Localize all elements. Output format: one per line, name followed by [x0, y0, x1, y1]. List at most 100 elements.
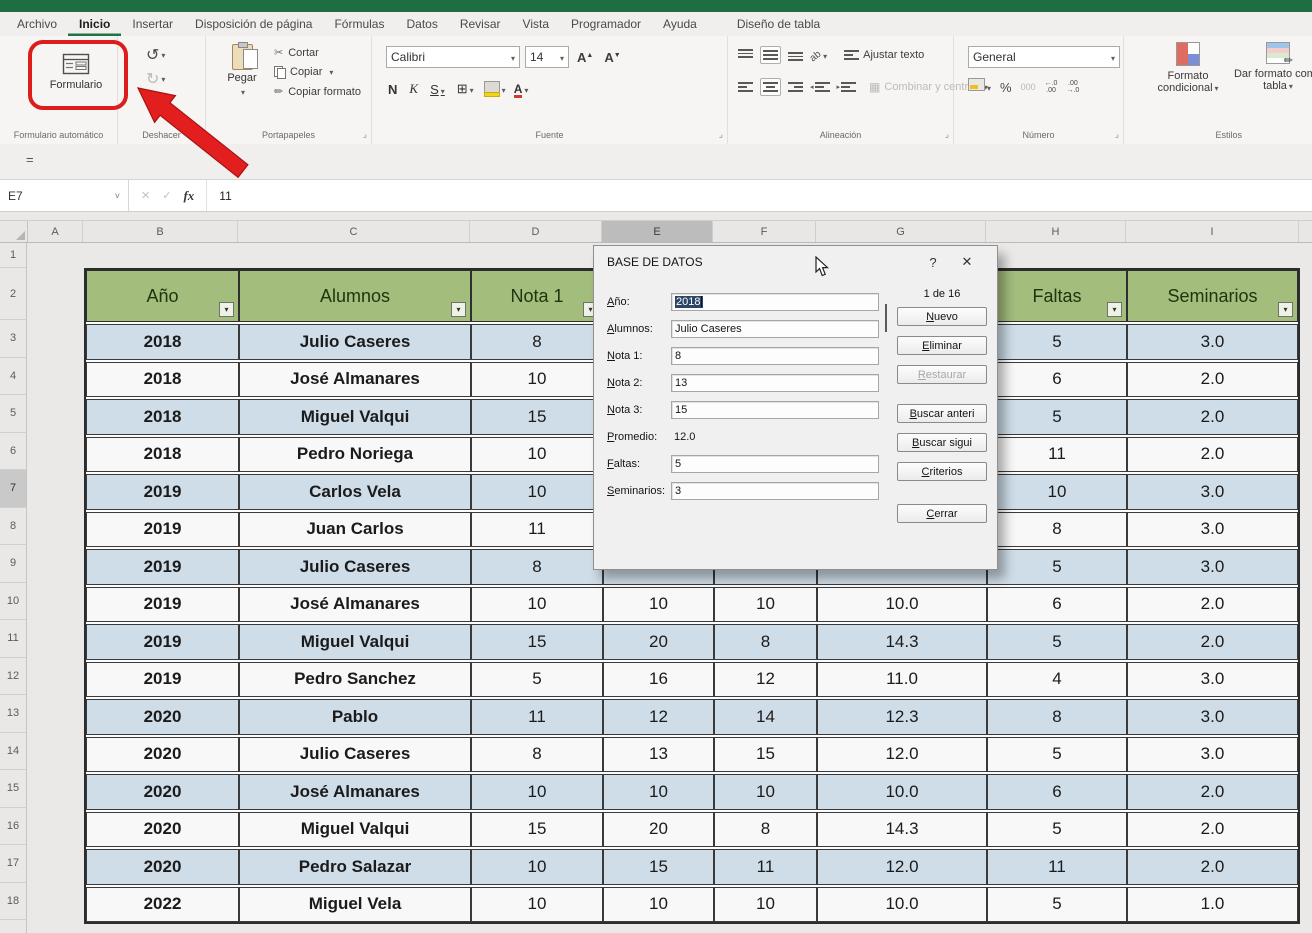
field-input[interactable]: 8 — [671, 346, 879, 365]
percent-style-button[interactable]: % — [1000, 79, 1012, 95]
field-input[interactable]: 15 — [671, 400, 879, 419]
cell-faltas[interactable]: 5 — [987, 549, 1127, 585]
cell-faltas[interactable]: 5 — [987, 736, 1127, 772]
ribbon-tab[interactable]: Insertar — [132, 17, 174, 31]
paste-dropdown[interactable] — [239, 86, 245, 98]
bold-button[interactable]: N — [388, 81, 398, 97]
column-header[interactable]: D — [470, 221, 602, 242]
copy-button[interactable]: Copiar — [274, 66, 361, 79]
cell-anio[interactable]: 2020 — [86, 811, 239, 847]
cell-nota1[interactable]: 15 — [471, 399, 603, 435]
filter-dropdown-icon[interactable] — [219, 302, 234, 317]
cell-anio[interactable]: 2020 — [86, 849, 239, 885]
field-input[interactable]: 5 — [671, 454, 879, 473]
cell-seminarios[interactable]: 2.0 — [1127, 624, 1298, 660]
filter-dropdown-icon[interactable] — [1278, 302, 1293, 317]
format-as-table-button[interactable]: Dar formato como tabla — [1232, 42, 1312, 93]
table-header-cell[interactable]: Seminarios — [1127, 270, 1298, 322]
comma-style-button[interactable]: 000 — [1020, 82, 1036, 92]
cell-faltas[interactable]: 5 — [987, 886, 1127, 922]
column-header[interactable]: A — [28, 221, 83, 242]
ribbon-tab[interactable]: Revisar — [459, 17, 501, 31]
dialog-button[interactable]: Criterios — [897, 462, 987, 481]
row-header[interactable]: 13 — [0, 695, 27, 733]
wrap-text-button[interactable]: Ajustar texto — [844, 49, 924, 61]
cell-alumno[interactable]: Pedro Salazar — [239, 849, 471, 885]
column-header[interactable]: H — [986, 221, 1126, 242]
number-format-combo[interactable]: General — [968, 46, 1120, 68]
font-name-combo[interactable]: Calibri — [386, 46, 520, 68]
cell-seminarios[interactable]: 3.0 — [1127, 549, 1298, 585]
cell-nota1[interactable]: 8 — [471, 549, 603, 585]
cell-anio[interactable]: 2022 — [86, 886, 239, 922]
conditional-formatting-button[interactable]: Formato condicional — [1142, 42, 1234, 95]
cell-anio[interactable]: 2019 — [86, 474, 239, 510]
align-middle-button[interactable] — [760, 46, 781, 64]
ribbon-tab[interactable]: Programador — [571, 17, 642, 31]
column-header[interactable]: E — [602, 221, 713, 242]
ribbon-tab[interactable]: Fórmulas — [334, 17, 385, 31]
cell-promedio[interactable]: 12.3 — [817, 699, 987, 735]
row-header[interactable]: 9 — [0, 545, 27, 583]
name-box-chevron-icon[interactable]: ˅ — [114, 190, 120, 201]
cell-anio[interactable]: 2019 — [86, 549, 239, 585]
cell-nota1[interactable]: 15 — [471, 624, 603, 660]
cell-seminarios[interactable]: 2.0 — [1127, 436, 1298, 472]
accounting-format-button[interactable] — [968, 78, 991, 96]
grow-font-button[interactable]: A▲ — [577, 49, 594, 65]
cell-faltas[interactable]: 4 — [987, 661, 1127, 697]
cell-nota3[interactable]: 11 — [714, 849, 817, 885]
cell-anio[interactable]: 2019 — [86, 586, 239, 622]
cell-nota3[interactable]: 15 — [714, 736, 817, 772]
cell-faltas[interactable]: 5 — [987, 399, 1127, 435]
cell-faltas[interactable]: 6 — [987, 774, 1127, 810]
cell-alumno[interactable]: Miguel Vela — [239, 886, 471, 922]
select-all-corner[interactable] — [0, 221, 28, 242]
column-header[interactable]: I — [1126, 221, 1299, 242]
ribbon-tab[interactable]: Inicio — [68, 12, 121, 36]
undo-button[interactable]: ↺ — [146, 48, 165, 64]
cell-promedio[interactable]: 12.0 — [817, 849, 987, 885]
row-header[interactable]: 3 — [0, 320, 27, 358]
row-header[interactable]: 14 — [0, 732, 27, 770]
row-header[interactable]: 8 — [0, 507, 27, 545]
field-input[interactable]: 12.0 — [674, 430, 696, 443]
insert-function-icon[interactable]: fx — [183, 187, 195, 203]
field-input[interactable]: 2018 — [671, 292, 879, 311]
cell-anio[interactable]: 2019 — [86, 624, 239, 660]
cell-seminarios[interactable]: 2.0 — [1127, 849, 1298, 885]
cell-faltas[interactable]: 11 — [987, 436, 1127, 472]
cell-alumno[interactable]: Carlos Vela — [239, 474, 471, 510]
field-input[interactable]: 13 — [671, 373, 879, 392]
cell-anio[interactable]: 2019 — [86, 511, 239, 547]
formulario-button[interactable]: Formulario — [34, 44, 118, 100]
cell-nota3[interactable]: 10 — [714, 586, 817, 622]
cell-nota1[interactable]: 10 — [471, 849, 603, 885]
cell-nota2[interactable]: 12 — [603, 699, 714, 735]
row-header[interactable]: 11 — [0, 620, 27, 658]
align-center-button[interactable] — [760, 78, 781, 96]
dialog-button[interactable]: Cerrar — [897, 504, 987, 523]
row-header[interactable]: 2 — [0, 268, 27, 320]
shrink-font-button[interactable]: A▼ — [604, 49, 621, 65]
cell-nota1[interactable]: 11 — [471, 699, 603, 735]
cell-seminarios[interactable]: 2.0 — [1127, 361, 1298, 397]
cell-nota2[interactable]: 16 — [603, 661, 714, 697]
row-header[interactable]: 5 — [0, 395, 27, 433]
cell-nota1[interactable]: 11 — [471, 511, 603, 547]
cell-nota3[interactable]: 8 — [714, 811, 817, 847]
cell-promedio[interactable]: 10.0 — [817, 886, 987, 922]
row-header[interactable]: 15 — [0, 770, 27, 808]
formula-input[interactable]: 11 — [219, 188, 232, 203]
cell-nota2[interactable]: 10 — [603, 586, 714, 622]
cell-nota1[interactable]: 8 — [471, 324, 603, 360]
cell-nota1[interactable]: 10 — [471, 586, 603, 622]
cell-faltas[interactable]: 10 — [987, 474, 1127, 510]
cell-alumno[interactable]: Miguel Valqui — [239, 624, 471, 660]
align-top-button[interactable] — [738, 49, 753, 61]
cell-promedio[interactable]: 14.3 — [817, 811, 987, 847]
table-header-cell[interactable]: Año — [86, 270, 239, 322]
cell-alumno[interactable]: José Almanares — [239, 586, 471, 622]
row-header[interactable]: 16 — [0, 807, 27, 845]
field-input[interactable]: 3 — [671, 481, 879, 500]
